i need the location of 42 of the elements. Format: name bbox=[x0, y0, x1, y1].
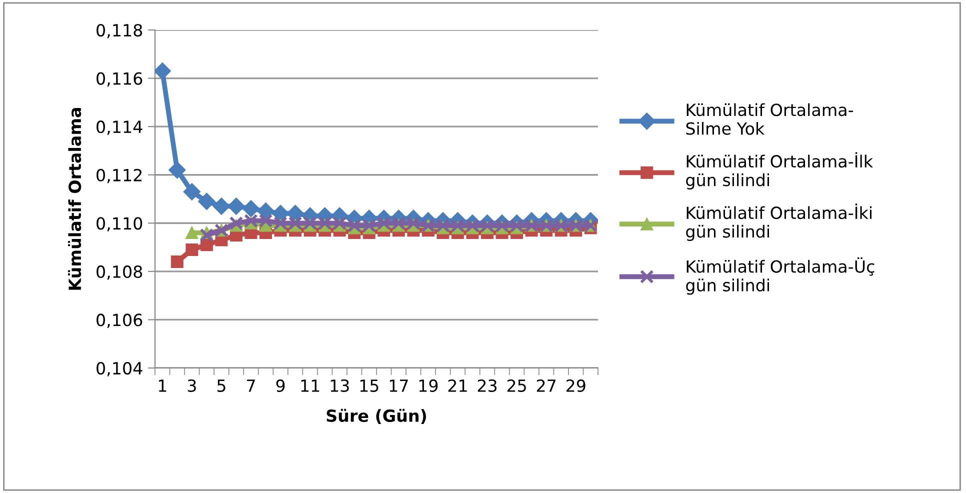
y-tick-label: 0,116 bbox=[96, 72, 142, 87]
point bbox=[212, 198, 230, 215]
x-tick-label: 15 bbox=[360, 380, 378, 392]
x-tick-label: 1 bbox=[158, 380, 166, 392]
x-tick-label: 7 bbox=[247, 380, 255, 392]
x-tick-label: 9 bbox=[276, 379, 285, 392]
x-tick-label: 23 bbox=[478, 379, 497, 392]
y-tick-label: 0,106 bbox=[96, 314, 142, 328]
point bbox=[257, 202, 274, 220]
point bbox=[286, 204, 304, 222]
legend-label: Kümülatif Ortalama-İki gün silindi bbox=[686, 204, 872, 241]
x-tick-label: 25 bbox=[507, 379, 526, 392]
point bbox=[198, 192, 216, 210]
x-tick-label: 17 bbox=[390, 380, 408, 392]
point bbox=[186, 243, 198, 256]
y-tick-label: 0,110 bbox=[96, 217, 142, 232]
y-tick-label: 0,108 bbox=[96, 265, 142, 280]
x-tick-label: 13 bbox=[330, 379, 349, 392]
point bbox=[228, 198, 245, 215]
x-tick-label: 3 bbox=[188, 379, 196, 392]
x-tick-label: 29 bbox=[566, 379, 586, 392]
point bbox=[170, 256, 184, 268]
y-tick-label: 0,118 bbox=[96, 24, 142, 38]
point bbox=[200, 228, 214, 242]
point bbox=[168, 161, 186, 179]
x-tick-label: 5 bbox=[217, 380, 226, 392]
x-tick-label: 21 bbox=[448, 379, 467, 392]
x-tick-label: 11 bbox=[301, 380, 320, 392]
point bbox=[183, 183, 200, 200]
x-tick-label: 27 bbox=[536, 379, 556, 392]
point bbox=[186, 226, 198, 240]
x-axis-title: Süre (Gün) bbox=[326, 408, 426, 424]
x-tick-label: 19 bbox=[419, 379, 438, 392]
y-tick-label: 0,104 bbox=[96, 362, 142, 376]
y-axis-title: Kümülatif Ortalama bbox=[68, 108, 82, 290]
y-tick-label: 0,112 bbox=[96, 168, 142, 184]
legend-label: Kümülatif Ortalama-Silme Yok bbox=[686, 103, 854, 135]
y-tick-label: 0,114 bbox=[96, 120, 142, 135]
point bbox=[242, 200, 260, 218]
legend-label: Kümülatif Ortalama-İlk gün silindi bbox=[686, 152, 873, 190]
point bbox=[155, 62, 171, 80]
legend-label: Kümülatif Ortalama-Üç gün silindi bbox=[686, 257, 874, 295]
